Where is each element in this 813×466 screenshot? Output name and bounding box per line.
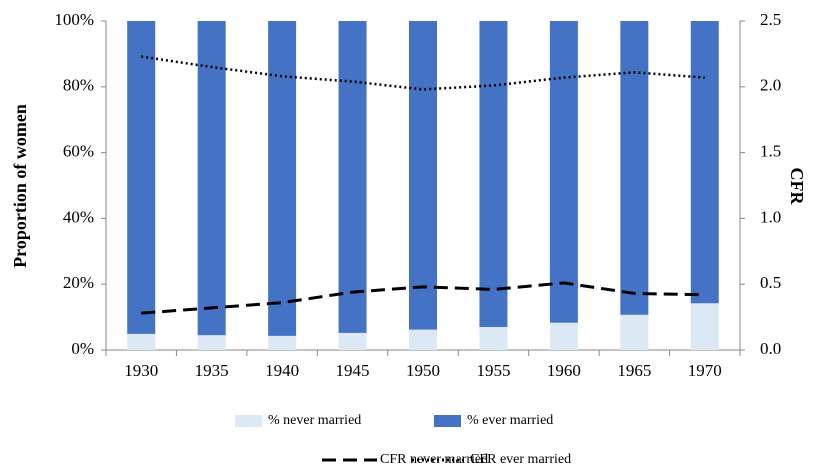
bar: [409, 21, 437, 330]
bar: [268, 335, 297, 350]
y-tick-label: 40%: [63, 207, 94, 226]
x-tick-label: 1970: [688, 361, 722, 380]
x-tick-label: 1935: [195, 361, 229, 380]
y2-tick-label: 1.5: [760, 142, 781, 161]
bar: [338, 21, 367, 333]
bar: [479, 326, 508, 350]
bar: [549, 21, 578, 323]
y2-tick-label: 2.5: [760, 10, 781, 29]
bar: [197, 335, 226, 350]
line-series: [141, 281, 705, 315]
y2-axis-title: CFR: [787, 168, 807, 206]
bar: [690, 303, 719, 350]
bar: [620, 314, 649, 350]
legend-label: % never married: [268, 413, 361, 428]
x-tick-label: 1960: [547, 361, 581, 380]
y2-tick-label: 2.0: [760, 76, 781, 95]
y-axis-title: Proportion of women: [10, 104, 30, 268]
x-tick-label: 1940: [265, 361, 299, 380]
y2-tick-label: 1.0: [760, 207, 781, 226]
bar: [479, 21, 508, 327]
y-tick-label: 0%: [71, 339, 94, 358]
legend-swatch: [434, 415, 461, 427]
bar: [197, 21, 226, 336]
legend-label: CFR ever married: [470, 452, 571, 466]
x-tick-label: 1930: [124, 361, 158, 380]
bar: [549, 322, 578, 350]
y-tick-label: 80%: [63, 76, 94, 95]
legend-label: % ever married: [467, 413, 553, 428]
bar: [620, 21, 649, 315]
x-tick-label: 1950: [406, 361, 440, 380]
legend-label: CFR never married: [380, 452, 488, 466]
y-tick-label: 20%: [63, 273, 94, 292]
y-tick-label: 60%: [63, 142, 94, 161]
y-tick-label: 100%: [54, 10, 94, 29]
y2-tick-label: 0.0: [760, 339, 781, 358]
bar: [127, 333, 156, 350]
bar: [690, 21, 719, 304]
bar: [268, 21, 297, 336]
y2-tick-label: 0.5: [760, 273, 781, 292]
bar: [409, 329, 437, 350]
legend-swatch: [235, 415, 262, 427]
x-tick-label: 1945: [336, 361, 370, 380]
x-tick-label: 1955: [476, 361, 510, 380]
bar: [127, 21, 156, 334]
bar: [338, 332, 367, 350]
x-tick-label: 1965: [617, 361, 651, 380]
